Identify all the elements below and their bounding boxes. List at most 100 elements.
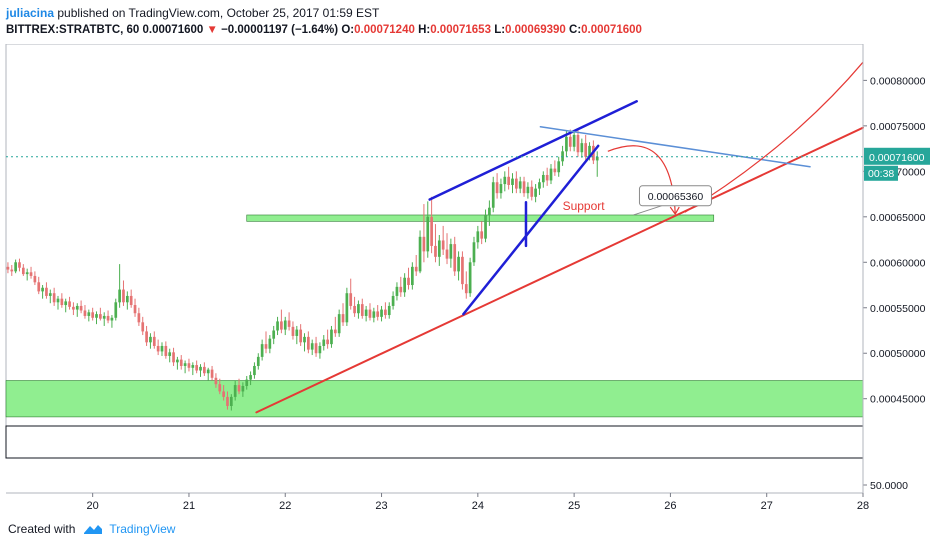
- candle-body-23: [95, 314, 98, 318]
- candle-body-10: [45, 287, 48, 296]
- callout-value: 0.00065360: [648, 191, 704, 203]
- candle-body-2: [14, 262, 17, 272]
- zone-0: [5, 380, 864, 418]
- candle-body-83: [326, 339, 329, 345]
- trendline-0: [255, 126, 864, 414]
- candle-body-148: [576, 134, 580, 153]
- publish-line: juliacina published on TradingView.com, …: [6, 6, 379, 20]
- candle-body-124: [484, 214, 487, 239]
- candle-body-18: [75, 305, 79, 310]
- price-chart[interactable]: Support 0.00065360 0.00080000 0.00075000 0.…: [0, 44, 932, 520]
- author-link[interactable]: juliacina: [6, 6, 55, 20]
- candle-body-48: [191, 365, 195, 368]
- countdown-badge: [864, 165, 898, 181]
- main-pane-frame: [5, 44, 864, 427]
- x-tick-label-7: 27: [761, 500, 773, 512]
- x-tick-label-5: 25: [568, 500, 580, 512]
- tradingview-brand[interactable]: TradingView: [109, 522, 176, 536]
- candle-body-35: [141, 322, 145, 332]
- candle-body-88: [345, 293, 349, 323]
- candle-body-50: [199, 366, 202, 371]
- candle-body-108: [422, 236, 426, 252]
- candle-body-81: [318, 345, 322, 354]
- candle-body-107: [418, 236, 422, 272]
- candle-body-120: [468, 262, 472, 294]
- candle-body-54: [214, 377, 218, 385]
- candle-body-151: [588, 145, 591, 157]
- arc-arrow-head: [669, 206, 680, 216]
- symbol-line: BITTREX:STRATBTC, 60 0.00071600 ▼ −0.000…: [6, 24, 642, 36]
- candle-body-105: [411, 266, 414, 286]
- candle-body-77: [303, 336, 306, 343]
- candle-body-101: [395, 286, 399, 296]
- candle-body-37: [149, 336, 152, 343]
- x-tick-label-0: 20: [87, 500, 99, 512]
- candle-body-69: [272, 330, 276, 339]
- candle-body-80: [314, 343, 318, 354]
- candle-body-22: [91, 312, 95, 318]
- candle-body-117: [457, 256, 460, 272]
- candle-body-36: [145, 331, 148, 343]
- candle-body-121: [472, 242, 476, 263]
- y-tick-label-0: 0.00080000: [870, 75, 926, 87]
- candle-body-20: [83, 310, 87, 316]
- candle-body-6: [29, 272, 33, 276]
- down-arrow-icon: ▼: [206, 24, 218, 36]
- current-price-badge: [864, 147, 930, 165]
- candle-body-74: [291, 326, 295, 336]
- candle-body-14: [60, 298, 64, 306]
- candle-body-149: [580, 143, 584, 153]
- candle-body-66: [260, 344, 264, 357]
- candle-body-49: [195, 365, 199, 371]
- candle-body-92: [360, 304, 364, 316]
- candle-body-21: [87, 312, 91, 316]
- candle-body-87: [341, 314, 345, 323]
- lower-tick-label-0: 50.0000: [870, 480, 908, 492]
- candle-body-53: [210, 369, 214, 378]
- candle-body-3: [18, 262, 21, 268]
- candle-body-112: [437, 240, 441, 257]
- candle-body-1: [10, 269, 14, 272]
- candle-body-116: [453, 244, 457, 272]
- candle-body-106: [414, 266, 418, 272]
- lower-pane-frame: [5, 425, 864, 459]
- candle-body-52: [206, 369, 210, 374]
- candle-body-103: [403, 277, 406, 293]
- candle-body-95: [372, 311, 376, 318]
- candle-body-11: [48, 293, 52, 296]
- open-value: 0.00071240: [354, 24, 415, 36]
- published-text: published on TradingView.com, October 25…: [57, 6, 380, 20]
- candle-body-39: [156, 345, 160, 352]
- candle-body-24: [99, 314, 102, 319]
- symbol-label[interactable]: BITTREX:STRATBTC, 60: [6, 24, 140, 36]
- candle-body-51: [203, 366, 206, 374]
- high-value: 0.00071653: [430, 24, 491, 36]
- candle-body-143: [557, 161, 561, 173]
- tradingview-logo-icon: [84, 525, 103, 534]
- candle-body-30: [122, 289, 125, 303]
- candle-body-104: [407, 277, 410, 286]
- candle-body-114: [445, 249, 449, 259]
- candle-body-135: [526, 186, 530, 194]
- candle-body-118: [461, 256, 464, 285]
- candle-body-7: [33, 275, 37, 283]
- candle-body-89: [349, 293, 353, 306]
- candle-body-43: [172, 352, 175, 363]
- candle-body-68: [268, 338, 272, 349]
- candle-body-64: [253, 365, 256, 376]
- candle-body-0: [6, 266, 10, 270]
- y-tick-label-7: 0.00045000: [870, 394, 926, 406]
- candle-body-63: [249, 375, 252, 380]
- candle-body-28: [114, 302, 118, 318]
- candle-body-133: [518, 181, 522, 189]
- candle-body-72: [283, 320, 287, 330]
- low-value: 0.00069390: [505, 24, 566, 36]
- candle-body-79: [310, 343, 314, 350]
- candle-body-102: [399, 286, 403, 293]
- candle-body-45: [179, 359, 183, 366]
- y-tick-label-6: 0.00050000: [870, 348, 926, 360]
- created-with-text: Created with: [8, 522, 76, 536]
- close-label: C:: [569, 24, 582, 36]
- candle-body-153: [595, 156, 599, 161]
- candle-body-16: [68, 301, 71, 307]
